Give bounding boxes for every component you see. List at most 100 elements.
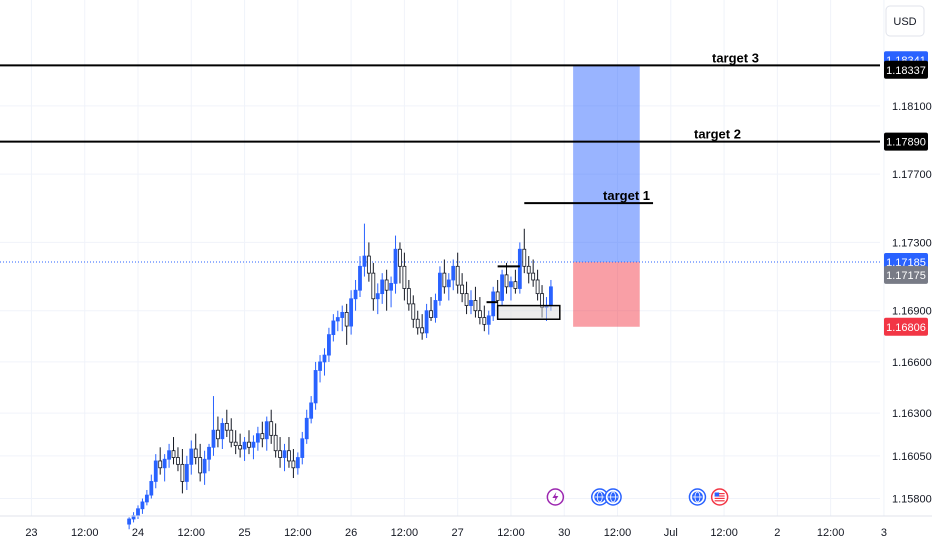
price-tag: 1.18337	[884, 60, 928, 79]
candle-body	[202, 458, 207, 474]
price-tick-label: 1.16600	[892, 357, 932, 369]
time-tick-label: 12:00	[817, 527, 845, 539]
candle	[398, 242, 402, 284]
candle-body	[353, 289, 358, 300]
candle-body	[247, 441, 251, 448]
target-label-2: target 2	[694, 127, 741, 142]
globe-meridian	[694, 491, 701, 503]
candle-body	[238, 445, 243, 450]
candle	[300, 431, 305, 465]
candle-body	[460, 284, 465, 295]
candle-body	[198, 457, 203, 474]
candle	[255, 426, 260, 451]
candle	[393, 235, 398, 294]
candle-body	[211, 429, 216, 448]
candle	[189, 440, 194, 475]
candle	[318, 355, 322, 383]
candle	[477, 297, 482, 325]
time-tick-label: 24	[132, 527, 144, 539]
candle-body	[500, 274, 504, 301]
globe-icon[interactable]	[688, 488, 707, 506]
candle-body	[362, 255, 367, 267]
flag-canton	[714, 492, 720, 497]
candle-body	[335, 317, 340, 322]
time-tick-label: 2	[774, 527, 780, 539]
candle	[535, 269, 540, 301]
price-tag-label: 1.17175	[886, 270, 926, 282]
position-profit-zone	[573, 65, 640, 263]
time-tick-label: 12:00	[71, 527, 99, 539]
candle-body	[406, 288, 411, 305]
candle	[313, 361, 318, 410]
price-tag: 1.17890	[884, 132, 928, 151]
price-tag-box	[884, 132, 928, 151]
us-flag-icon[interactable]	[710, 488, 729, 506]
candle-body	[411, 303, 416, 320]
price-tick-label: 1.16300	[892, 408, 932, 420]
candle	[162, 454, 167, 482]
time-tick-label: Jul	[664, 527, 678, 539]
time-axis[interactable]: 23 12:00 24 12:00 25 12:00 26 12:00 27 12:00 30 12:…	[0, 515, 932, 539]
candle-body	[495, 291, 500, 301]
candle	[193, 433, 198, 465]
candle-body	[162, 458, 167, 469]
candle-body	[375, 293, 380, 300]
candle-body	[322, 354, 327, 363]
candle	[469, 290, 473, 315]
candle-body	[455, 265, 460, 286]
target-label-1: target 1	[603, 188, 650, 203]
candle-body	[446, 279, 451, 288]
candle	[349, 290, 354, 335]
candle-body	[451, 265, 456, 281]
candle	[375, 283, 380, 315]
grid-layer	[0, 0, 885, 516]
candle-body	[477, 310, 482, 318]
candle-body	[535, 279, 540, 295]
candle	[340, 305, 345, 332]
candle-body	[144, 494, 149, 503]
candle	[335, 310, 340, 332]
candle	[287, 437, 291, 468]
candle-body	[469, 300, 473, 306]
lightning-icon[interactable]	[546, 488, 565, 506]
globe-meridian	[596, 491, 603, 503]
candle-body	[531, 272, 536, 281]
flag-stripe	[714, 500, 725, 502]
candle	[198, 443, 203, 482]
candle-body	[153, 460, 158, 482]
price-tick-label: 1.16050	[892, 451, 932, 463]
time-tick-label: 3	[881, 527, 887, 539]
currency-label: USD	[893, 16, 916, 28]
time-tick-label: 12:00	[710, 527, 738, 539]
candle-body	[304, 417, 309, 440]
candle-body	[384, 279, 389, 291]
candle	[344, 303, 349, 345]
candle-body	[349, 298, 354, 327]
candle	[371, 262, 376, 311]
currency-selector[interactable]: USD	[885, 5, 925, 37]
candle-body	[127, 518, 132, 525]
candle-body	[136, 508, 140, 516]
candle	[167, 443, 171, 468]
candle-body	[264, 421, 269, 440]
target-label-3: target 3	[712, 50, 759, 65]
candle	[131, 512, 136, 523]
price-axis[interactable]: 1.18100 1.17700 1.17300 1.16900 1.16600 1.163…	[892, 101, 932, 506]
candle	[526, 256, 531, 284]
time-tick-label: 12:00	[178, 527, 206, 539]
time-tick-label: 12:00	[604, 527, 632, 539]
price-tag-box	[884, 60, 928, 79]
price-tag-box	[884, 317, 928, 336]
globe-meridian	[610, 491, 616, 503]
candle-body	[415, 318, 420, 329]
candle	[220, 418, 225, 449]
candle	[415, 310, 420, 335]
price-tag-label: 1.16806	[886, 322, 926, 334]
globe-icon[interactable]	[591, 488, 609, 506]
candle-body	[517, 248, 522, 289]
candle-body	[509, 281, 513, 288]
globe-icon[interactable]	[604, 488, 622, 506]
candle	[331, 314, 336, 342]
candle	[216, 416, 220, 448]
